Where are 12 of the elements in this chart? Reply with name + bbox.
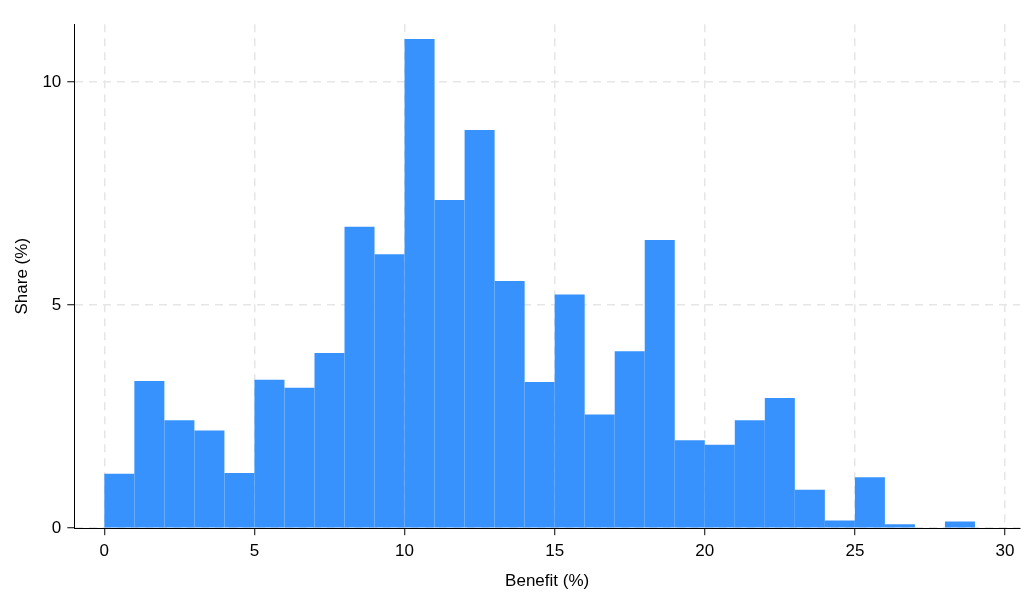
x-tick-label: 20 [695,541,715,561]
x-tick-label: 30 [995,541,1015,561]
x-tick-label: 15 [545,541,565,561]
x-tick-label: 25 [845,541,865,561]
x-tick-label: 5 [249,541,260,561]
x-tick-label: 0 [99,541,110,561]
x-axis-title: Benefit (%) [505,571,590,591]
y-axis-title: Share (%) [11,237,31,315]
y-tick-label: 5 [51,294,62,314]
y-tick-label: 10 [42,71,62,91]
x-tick-label: 10 [395,541,415,561]
y-tick-label: 0 [51,517,62,537]
